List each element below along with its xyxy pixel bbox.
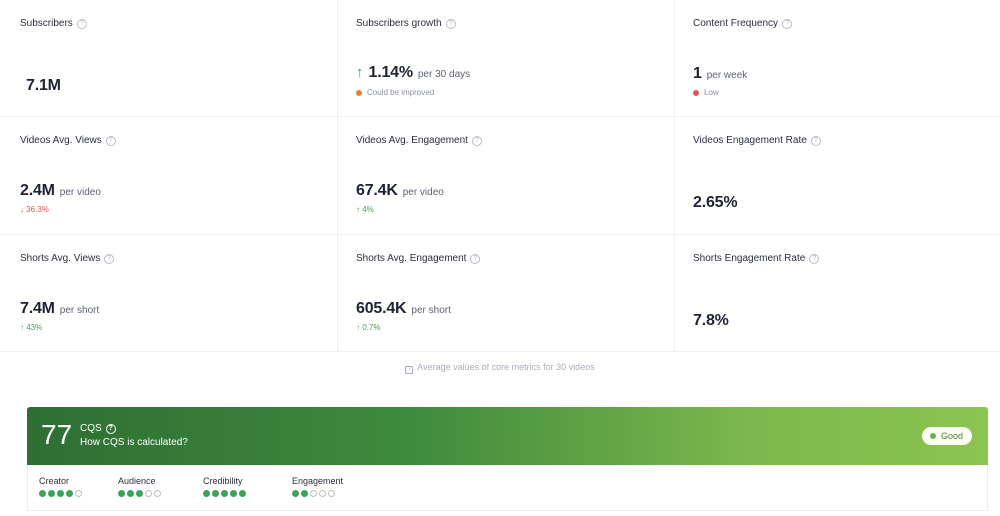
metric-value: 1 xyxy=(693,65,702,82)
cqs-how-link[interactable]: How CQS is calculated? xyxy=(80,437,188,448)
metric-change: ↑ 43% xyxy=(20,323,43,332)
cqs-metric-label: Engagement xyxy=(292,476,344,486)
metric-label: Subscribers growth xyxy=(356,18,442,29)
metric-value: 7.1M xyxy=(26,77,61,94)
rating-dots xyxy=(203,490,248,497)
arrow-up-icon: ↑ xyxy=(356,64,364,81)
empty-dot-icon xyxy=(154,490,161,497)
info-box-icon: i xyxy=(405,366,414,374)
metric-unit: per short xyxy=(59,305,100,316)
cqs-metric-label: Audience xyxy=(118,476,156,486)
metric-change: ↑ 4% xyxy=(356,205,374,214)
filled-dot-icon xyxy=(230,490,237,497)
help-icon[interactable]: ? xyxy=(445,18,456,29)
help-icon[interactable]: ? xyxy=(782,18,793,29)
metric-value: 1.14% xyxy=(368,64,414,81)
metric-label: Videos Avg. Engagement xyxy=(356,135,468,146)
help-icon[interactable]: ? xyxy=(809,253,820,264)
cqs-title: CQS xyxy=(80,423,102,434)
metric-shorts-avg-views: Shorts Avg. Views? 7.4M per short ↑ 43% xyxy=(0,235,338,352)
filled-dot-icon xyxy=(212,490,219,497)
metric-status: Could be improved xyxy=(367,88,435,97)
rating-dots xyxy=(118,490,163,497)
filled-dot-icon xyxy=(57,490,64,497)
filled-dot-icon xyxy=(203,490,210,497)
cqs-breakdown: Creator Audience Credibility Engagement xyxy=(27,465,988,511)
metric-videos-avg-engagement: Videos Avg. Engagement? 67.4K per video … xyxy=(338,117,675,235)
filled-dot-icon xyxy=(127,490,134,497)
metric-value: 2.65% xyxy=(693,194,738,211)
cqs-banner: 77 CQS ? How CQS is calculated? Good xyxy=(27,407,988,465)
filled-dot-icon xyxy=(118,490,125,497)
metric-status: Low xyxy=(704,88,719,97)
metric-value: 2.4M xyxy=(20,182,55,199)
status-dot-icon xyxy=(929,433,936,439)
filled-dot-icon xyxy=(292,490,299,497)
orange-status-dot-icon xyxy=(356,89,362,96)
help-icon[interactable]: ? xyxy=(76,18,87,29)
metric-label: Subscribers xyxy=(20,18,73,29)
metrics-footnote: i Average values of core metrics for 30 v… xyxy=(0,362,1000,374)
rating-dots xyxy=(39,490,84,497)
help-icon[interactable]: ? xyxy=(105,423,116,434)
cqs-metric-label: Creator xyxy=(39,476,70,486)
filled-dot-icon xyxy=(239,490,246,497)
metric-unit: per short xyxy=(411,305,451,316)
empty-dot-icon xyxy=(310,490,317,497)
metric-value: 67.4K xyxy=(356,182,398,199)
filled-dot-icon xyxy=(221,490,228,497)
metric-unit: per video xyxy=(402,187,444,198)
filled-dot-icon xyxy=(66,490,73,497)
metric-label: Shorts Engagement Rate xyxy=(693,253,806,264)
metrics-grid: Subscribers? 7.1M Subscribers growth? ↑ … xyxy=(0,0,1000,352)
metric-videos-engagement-rate: Videos Engagement Rate? 2.65% xyxy=(675,117,1000,235)
help-icon[interactable]: ? xyxy=(810,135,821,146)
cqs-metric-engagement: Engagement xyxy=(292,476,343,497)
empty-dot-icon xyxy=(75,490,82,497)
help-icon[interactable]: ? xyxy=(105,135,116,146)
metric-subscribers-growth: Subscribers growth? ↑ 1.14% per 30 days … xyxy=(338,0,675,117)
help-icon[interactable]: ? xyxy=(470,253,481,264)
filled-dot-icon xyxy=(301,490,308,497)
rating-dots xyxy=(292,490,343,497)
empty-dot-icon xyxy=(145,490,152,497)
empty-dot-icon xyxy=(319,490,326,497)
cqs-status-badge: Good xyxy=(921,427,972,445)
metric-unit: per 30 days xyxy=(417,69,471,80)
cqs-metric-credibility: Credibility xyxy=(203,476,248,497)
cqs-metric-audience: Audience xyxy=(118,476,163,497)
metric-label: Videos Engagement Rate xyxy=(693,135,807,146)
metric-value: 7.4M xyxy=(20,300,55,317)
filled-dot-icon xyxy=(39,490,46,497)
red-status-dot-icon xyxy=(693,89,699,96)
cqs-score: 77 xyxy=(41,419,73,450)
metric-change: ↓ 36.3% xyxy=(20,205,49,214)
metric-content-frequency: Content Frequency? 1 per week Low xyxy=(675,0,1000,117)
filled-dot-icon xyxy=(136,490,143,497)
metric-subscribers: Subscribers? 7.1M xyxy=(0,0,338,117)
help-icon[interactable]: ? xyxy=(104,253,115,264)
metric-value: 7.8% xyxy=(693,312,729,329)
cqs-metric-creator: Creator xyxy=(39,476,84,497)
filled-dot-icon xyxy=(48,490,55,497)
empty-dot-icon xyxy=(328,490,335,497)
metric-shorts-engagement-rate: Shorts Engagement Rate? 7.8% xyxy=(675,235,1000,352)
footnote-text: Average values of core metrics for 30 vi… xyxy=(417,362,595,372)
help-icon[interactable]: ? xyxy=(471,135,482,146)
metric-unit: per week xyxy=(706,70,748,81)
metric-label: Shorts Avg. Engagement xyxy=(356,253,467,264)
metric-videos-avg-views: Videos Avg. Views? 2.4M per video ↓ 36.3… xyxy=(0,117,338,235)
metric-label: Videos Avg. Views xyxy=(20,135,102,146)
metric-unit: per video xyxy=(59,187,101,198)
metric-value: 605.4K xyxy=(356,300,407,317)
metric-change: ↑ 0.7% xyxy=(356,323,381,332)
badge-label: Good xyxy=(940,431,963,441)
cqs-metric-label: Credibility xyxy=(203,476,243,486)
metric-shorts-avg-engagement: Shorts Avg. Engagement? 605.4K per short… xyxy=(338,235,675,352)
metric-label: Content Frequency xyxy=(693,18,779,29)
metric-label: Shorts Avg. Views xyxy=(20,253,101,264)
